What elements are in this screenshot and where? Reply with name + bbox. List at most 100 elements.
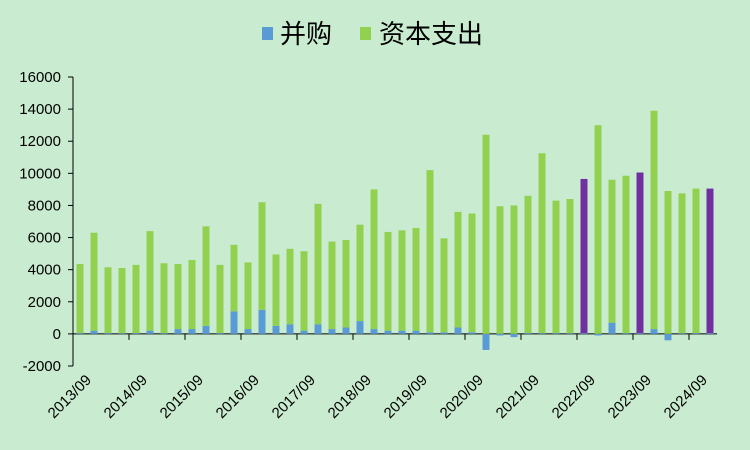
bar-capex bbox=[566, 199, 574, 334]
x-tick-label: 2014/09 bbox=[101, 372, 151, 422]
bars bbox=[76, 110, 714, 350]
bar-capex bbox=[118, 268, 126, 334]
bar-ma bbox=[412, 330, 420, 334]
bar-capex bbox=[314, 203, 322, 325]
bar-ma bbox=[244, 329, 252, 334]
bar-ma bbox=[580, 333, 588, 334]
bar-capex bbox=[202, 226, 210, 326]
x-tick-label: 2022/09 bbox=[549, 372, 599, 422]
bar-ma bbox=[300, 330, 308, 334]
bar-capex bbox=[132, 264, 140, 334]
bar-ma bbox=[90, 330, 98, 334]
bar-capex bbox=[146, 231, 154, 331]
bar-total-highlight bbox=[706, 188, 714, 334]
y-tick-label: 4000 bbox=[28, 262, 61, 279]
bar-ma bbox=[146, 330, 154, 334]
y-tick-label: 12000 bbox=[19, 133, 61, 150]
bar-ma bbox=[118, 333, 126, 334]
bar-capex bbox=[524, 195, 532, 334]
bar-capex bbox=[552, 200, 560, 334]
bar-ma bbox=[342, 327, 350, 334]
x-tick-label: 2020/09 bbox=[437, 372, 487, 422]
bar-ma bbox=[692, 333, 700, 334]
bar-capex bbox=[160, 263, 168, 334]
bar-capex bbox=[510, 205, 518, 334]
bar-capex bbox=[426, 170, 434, 333]
y-tick-label: 2000 bbox=[28, 294, 61, 311]
x-tick-label: 2019/09 bbox=[381, 372, 431, 422]
bar-ma bbox=[160, 333, 168, 334]
bar-ma bbox=[496, 333, 504, 336]
bar-capex bbox=[608, 179, 616, 323]
bar-ma bbox=[132, 333, 140, 334]
bar-capex bbox=[468, 213, 476, 333]
bar-capex bbox=[482, 134, 490, 334]
bar-capex bbox=[384, 231, 392, 331]
bar-capex bbox=[370, 189, 378, 330]
bar-ma bbox=[510, 333, 518, 338]
bar-capex bbox=[692, 188, 700, 334]
x-tick-label: 2021/09 bbox=[493, 372, 543, 422]
bar-ma bbox=[706, 333, 714, 334]
bar-ma bbox=[594, 333, 602, 336]
legend-swatch-ma bbox=[262, 27, 273, 40]
bar-ma bbox=[454, 327, 462, 334]
x-tick-label: 2023/09 bbox=[605, 372, 655, 422]
legend-swatch-capex bbox=[360, 27, 371, 40]
y-axis: -2000 0 2000 4000 6000 8000 10000 12000 14000 160… bbox=[19, 69, 74, 375]
bar-ma bbox=[328, 329, 336, 334]
bar-ma bbox=[664, 333, 672, 341]
bar-total-highlight bbox=[636, 172, 644, 334]
bar-ma bbox=[174, 329, 182, 334]
bar-ma bbox=[398, 330, 406, 334]
bar-capex bbox=[272, 254, 280, 326]
bar-capex bbox=[496, 206, 504, 334]
bar-capex bbox=[104, 267, 112, 334]
y-tick-label: 14000 bbox=[19, 101, 61, 118]
bar-capex bbox=[594, 125, 602, 334]
x-tick-label: 2017/09 bbox=[269, 372, 319, 422]
x-tick-label: 2016/09 bbox=[213, 372, 263, 422]
bar-capex bbox=[440, 238, 448, 333]
x-tick-label: 2013/09 bbox=[45, 372, 95, 422]
bar-ma bbox=[650, 329, 658, 334]
bar-total-highlight bbox=[580, 178, 588, 334]
bar-ma bbox=[370, 329, 378, 334]
bar-ma bbox=[202, 325, 210, 334]
bar-capex bbox=[412, 227, 420, 331]
bar-ma bbox=[104, 333, 112, 334]
bar-ma bbox=[258, 309, 266, 334]
bar-capex bbox=[76, 264, 84, 334]
bar-ma bbox=[468, 332, 476, 334]
bar-ma bbox=[440, 332, 448, 334]
legend: 并购 资本支出 bbox=[262, 20, 483, 50]
y-tick-label: 10000 bbox=[19, 165, 61, 182]
bar-ma bbox=[76, 333, 84, 334]
bar-capex bbox=[678, 193, 686, 334]
bar-ma bbox=[608, 322, 616, 334]
bar-ma bbox=[314, 324, 322, 334]
legend-label-ma: 并购 bbox=[280, 20, 332, 50]
x-axis: 2013/09 2014/09 2015/09 2016/09 2017/09 2018/… bbox=[45, 333, 717, 422]
bar-ma bbox=[524, 333, 532, 334]
bar-capex bbox=[398, 230, 406, 331]
bar-ma bbox=[286, 324, 294, 334]
bar-ma bbox=[230, 311, 238, 334]
bar-capex bbox=[90, 232, 98, 331]
bar-ma bbox=[216, 333, 224, 334]
bar-capex bbox=[342, 239, 350, 328]
bar-capex bbox=[244, 262, 252, 330]
bar-ma bbox=[356, 321, 364, 334]
bar-capex bbox=[188, 260, 196, 330]
bar-ma bbox=[636, 333, 644, 334]
x-tick-label: 2018/09 bbox=[325, 372, 375, 422]
bar-capex bbox=[300, 251, 308, 331]
bar-capex bbox=[174, 264, 182, 330]
y-tick-label: 0 bbox=[53, 326, 61, 343]
y-tick-label: 16000 bbox=[19, 69, 61, 86]
x-tick-label: 2015/09 bbox=[157, 372, 207, 422]
legend-label-capex: 资本支出 bbox=[379, 20, 483, 50]
bar-capex bbox=[650, 110, 658, 330]
bar-capex bbox=[258, 202, 266, 310]
